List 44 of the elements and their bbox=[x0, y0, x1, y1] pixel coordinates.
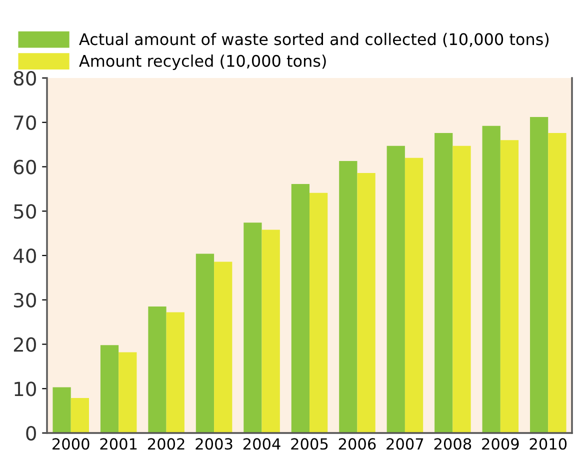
y-tick-label: 40 bbox=[13, 248, 36, 264]
x-tick-label: 2002 bbox=[148, 438, 184, 450]
bar bbox=[500, 140, 519, 433]
y-tick-label: 10 bbox=[14, 382, 36, 396]
bar bbox=[291, 184, 310, 433]
legend-label: Actual amount of waste sorted and collected (10,000 tons) bbox=[79, 32, 549, 48]
x-tick-label: 2009 bbox=[482, 438, 519, 450]
bar bbox=[262, 230, 280, 433]
y-tick-label: 70 bbox=[14, 115, 36, 130]
x-tick-label: 2010 bbox=[530, 438, 567, 450]
bar bbox=[100, 345, 119, 433]
y-tick-label: 60 bbox=[14, 160, 36, 174]
bar bbox=[310, 192, 328, 433]
x-tick-label: 2004 bbox=[243, 438, 280, 450]
bar bbox=[404, 158, 424, 433]
x-tick-label: 2006 bbox=[338, 438, 376, 450]
legend-label: Amount recycled (10,000 tons) bbox=[79, 54, 326, 70]
bar bbox=[452, 146, 471, 433]
x-tick-label: 2008 bbox=[434, 438, 472, 450]
bar bbox=[148, 306, 166, 433]
x-tick-label: 2003 bbox=[196, 438, 232, 450]
bar bbox=[434, 133, 453, 433]
bar bbox=[196, 254, 214, 433]
bar bbox=[118, 352, 137, 433]
bar bbox=[339, 160, 358, 433]
bar bbox=[548, 133, 566, 433]
bar bbox=[386, 146, 405, 433]
x-tick-label: 2007 bbox=[386, 438, 424, 450]
y-tick-label: 80 bbox=[14, 70, 36, 86]
bar bbox=[357, 172, 376, 433]
bar bbox=[244, 222, 262, 433]
bar bbox=[530, 117, 548, 433]
bar bbox=[52, 387, 71, 433]
y-tick-label: 0 bbox=[26, 426, 36, 441]
y-tick-label: 50 bbox=[14, 204, 36, 219]
bar bbox=[482, 126, 500, 433]
bar bbox=[166, 312, 184, 433]
y-tick-label: 20 bbox=[14, 337, 36, 352]
x-tick-label: 2000 bbox=[52, 438, 90, 450]
x-tick-label: 2005 bbox=[291, 438, 328, 450]
y-tick-label: 30 bbox=[14, 292, 36, 308]
bar bbox=[70, 398, 89, 433]
bar bbox=[214, 262, 232, 433]
x-tick-label: 2001 bbox=[100, 438, 137, 450]
